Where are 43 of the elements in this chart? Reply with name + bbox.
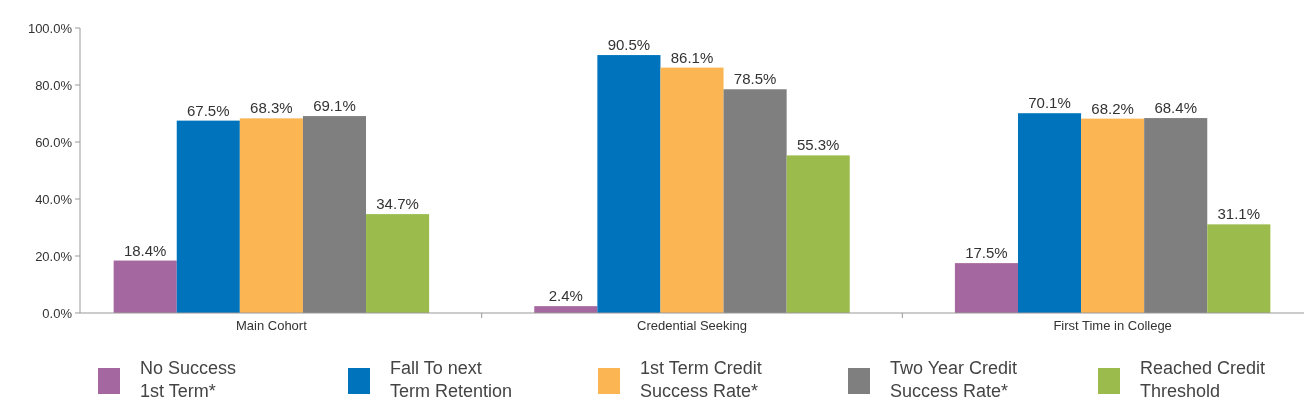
data-label: 70.1% bbox=[1028, 94, 1071, 112]
bar bbox=[302, 116, 367, 313]
x-tick-label: Credential Seeking bbox=[637, 318, 747, 333]
legend-label: Fall To next Term Retention bbox=[390, 358, 513, 401]
y-tick-label: 100.0% bbox=[27, 20, 73, 36]
x-tick-label: First Time in College bbox=[1053, 318, 1172, 333]
bar bbox=[786, 155, 850, 313]
data-label: 34.7% bbox=[376, 195, 419, 213]
y-tick-label: 60.0% bbox=[35, 134, 73, 150]
data-label: 55.3% bbox=[796, 136, 840, 154]
bar bbox=[1017, 113, 1082, 313]
bar bbox=[176, 120, 240, 313]
data-label: 68.2% bbox=[1091, 99, 1134, 117]
data-label: 2.4% bbox=[548, 287, 583, 305]
data-label: 69.1% bbox=[313, 97, 356, 115]
bar bbox=[1081, 118, 1145, 313]
bar bbox=[113, 260, 177, 313]
legend-label: No Success 1st Term* bbox=[140, 358, 237, 401]
legend-label: Two Year Credit Success Rate* bbox=[890, 358, 1018, 401]
data-label: 18.4% bbox=[123, 241, 167, 259]
bar bbox=[660, 67, 724, 313]
data-label: 86.1% bbox=[670, 48, 714, 66]
data-label: 68.3% bbox=[250, 99, 293, 117]
data-label: 68.4% bbox=[1154, 99, 1197, 117]
bar bbox=[366, 214, 430, 313]
bar bbox=[723, 89, 787, 313]
bar bbox=[954, 263, 1018, 313]
y-tick-label: 20.0% bbox=[35, 248, 73, 264]
legend-label: 1st Term Credit Success Rate* bbox=[640, 358, 762, 401]
bar bbox=[1207, 224, 1271, 313]
data-label: 90.5% bbox=[607, 36, 651, 54]
bar bbox=[239, 118, 303, 313]
bar bbox=[1144, 118, 1208, 313]
data-label: 78.5% bbox=[733, 70, 777, 88]
bar bbox=[597, 55, 661, 313]
y-tick-label: 80.0% bbox=[35, 77, 73, 93]
y-tick-label: 0.0% bbox=[42, 305, 73, 321]
legend-label: Reached Credit Threshold bbox=[1140, 358, 1266, 401]
x-tick-label: Main Cohort bbox=[235, 318, 308, 333]
data-label: 31.1% bbox=[1217, 205, 1261, 223]
data-label: 17.5% bbox=[965, 244, 1008, 262]
data-label: 67.5% bbox=[187, 101, 230, 119]
y-tick-label: 40.0% bbox=[35, 191, 73, 207]
